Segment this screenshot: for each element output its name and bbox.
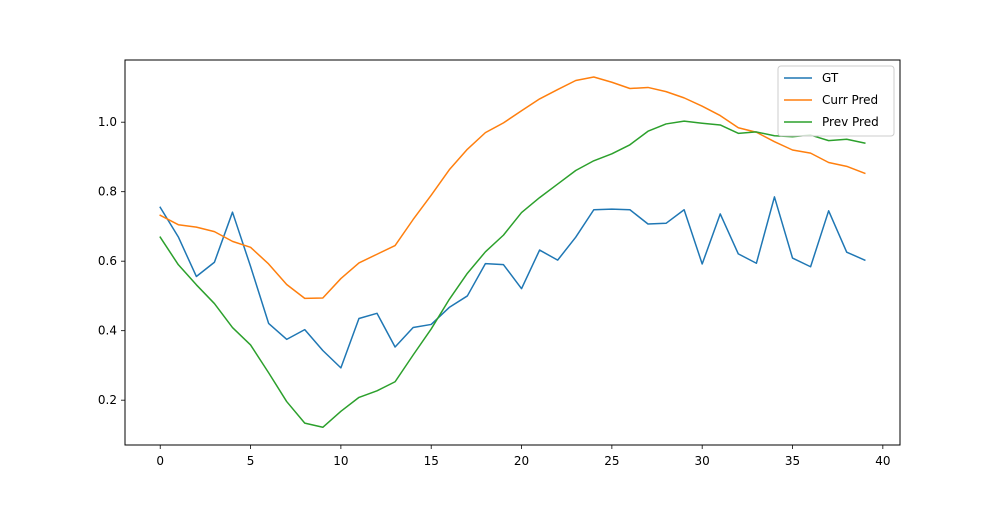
plot-area-frame	[124, 59, 901, 446]
x-tick-label: 20	[514, 454, 529, 468]
legend-label-0: GT	[822, 71, 839, 85]
x-tick-label: 10	[333, 454, 348, 468]
series-line-0	[159, 196, 866, 369]
y-tick-label: 0.2	[98, 393, 117, 407]
legend-box	[777, 65, 895, 137]
x-tick-label: 40	[875, 454, 890, 468]
legend: GT Curr Pred Prev Pred	[777, 65, 895, 137]
x-tick-label: 0	[156, 454, 164, 468]
x-tick-label: 30	[695, 454, 710, 468]
series-line-2	[159, 120, 866, 429]
y-tick-label: 0.6	[98, 254, 117, 268]
legend-label-2: Prev Pred	[822, 115, 879, 129]
x-axis: 0 5 10 15 20 25 30 35 40	[156, 445, 890, 468]
series-layer	[159, 76, 866, 429]
x-tick-label: 5	[247, 454, 255, 468]
x-tick-label: 35	[785, 454, 800, 468]
y-tick-label: 0.4	[98, 324, 117, 338]
x-tick-label: 25	[604, 454, 619, 468]
x-tick-label: 15	[424, 454, 439, 468]
y-axis: 0.2 0.4 0.6 0.8 1.0	[98, 115, 125, 407]
series-line-1	[159, 76, 866, 300]
y-tick-label: 1.0	[98, 115, 117, 129]
legend-label-1: Curr Pred	[822, 93, 878, 107]
y-tick-label: 0.8	[98, 185, 117, 199]
